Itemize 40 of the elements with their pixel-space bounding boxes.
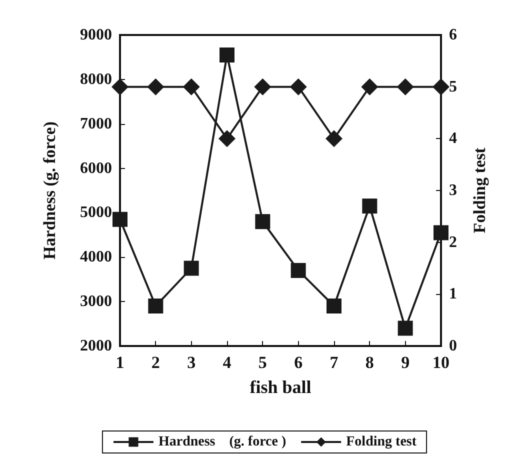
point bbox=[184, 260, 199, 276]
y2-tick-label: 2 bbox=[449, 234, 457, 251]
x-tick-label: 4 bbox=[222, 353, 232, 372]
point bbox=[398, 320, 413, 336]
y2-tick-label: 1 bbox=[449, 286, 457, 303]
y2-tick-label: 0 bbox=[449, 338, 457, 354]
y2-tick-label: 5 bbox=[449, 78, 457, 96]
y2-tick-label: 4 bbox=[449, 130, 457, 148]
y-tick-label: 2000 bbox=[80, 338, 112, 354]
y-tick-label: 9000 bbox=[80, 26, 112, 44]
y2-tick-label: 6 bbox=[449, 26, 457, 44]
point bbox=[434, 225, 448, 240]
x-tick-label: 5 bbox=[258, 353, 267, 372]
x-tick-label: 9 bbox=[401, 353, 410, 372]
legend-label: Folding test bbox=[346, 434, 417, 450]
x-tick-label: 7 bbox=[330, 353, 339, 372]
point bbox=[362, 198, 378, 214]
legend-label: Hardness (g. force ) bbox=[158, 434, 286, 450]
point bbox=[112, 212, 128, 227]
x-tick-label: 8 bbox=[365, 353, 374, 372]
y-tick-label: 6000 bbox=[80, 160, 112, 177]
x-tick-label: 3 bbox=[187, 353, 196, 372]
point bbox=[148, 298, 164, 314]
point bbox=[290, 262, 306, 278]
x-tick-label: 1 bbox=[116, 353, 124, 372]
y-axis-title: Hardness (g. force) bbox=[40, 121, 59, 260]
y2-tick-label: 3 bbox=[449, 182, 457, 199]
x-axis-title: fish ball bbox=[250, 377, 312, 397]
point bbox=[220, 47, 234, 62]
y-tick-label: 7000 bbox=[80, 115, 112, 132]
x-tick-label: 6 bbox=[294, 353, 303, 372]
x-tick-label: 2 bbox=[151, 353, 160, 372]
point bbox=[326, 298, 342, 314]
y-tick-label: 3000 bbox=[80, 293, 112, 310]
y-tick-label: 5000 bbox=[80, 204, 112, 222]
y-tick-label: 8000 bbox=[80, 70, 112, 88]
y-tick-label: 4000 bbox=[80, 248, 112, 266]
x-tick-label: 10 bbox=[432, 353, 450, 372]
point bbox=[255, 214, 270, 230]
y2-axis-title: Folding test bbox=[470, 147, 489, 234]
